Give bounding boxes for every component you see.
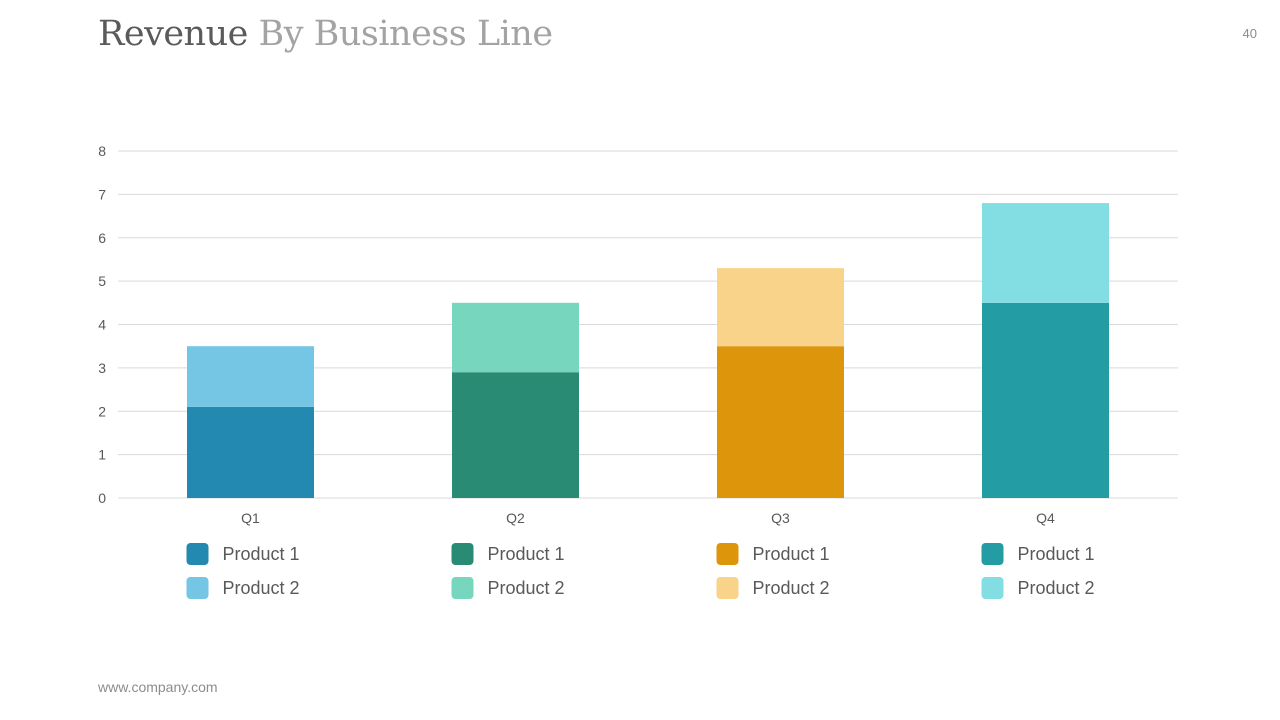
y-tick-label: 4 bbox=[98, 317, 106, 333]
slide-title: Revenue By Business Line bbox=[98, 14, 553, 54]
legend-swatch bbox=[716, 543, 739, 565]
title-main: Revenue bbox=[98, 14, 248, 54]
bar-q3-series-2 bbox=[717, 268, 844, 347]
legend-label: Product 1 bbox=[1018, 544, 1095, 564]
legend-label: Product 2 bbox=[1018, 578, 1095, 598]
legend-swatch bbox=[451, 577, 474, 599]
bar-q1-series-2 bbox=[187, 346, 314, 407]
x-tick-label: Q3 bbox=[771, 510, 790, 526]
y-tick-label: 8 bbox=[98, 143, 106, 159]
y-tick-label: 7 bbox=[98, 186, 106, 202]
legend-label: Product 1 bbox=[488, 544, 565, 564]
legend-swatch bbox=[981, 543, 1004, 565]
y-tick-label: 2 bbox=[98, 403, 106, 419]
bar-q4-series-2 bbox=[982, 203, 1109, 303]
legend-label: Product 1 bbox=[223, 544, 300, 564]
y-tick-label: 6 bbox=[98, 230, 106, 246]
footer-url: www.company.com bbox=[98, 679, 218, 695]
legend-label: Product 1 bbox=[753, 544, 830, 564]
legend-swatch bbox=[186, 577, 209, 599]
legend-swatch bbox=[716, 577, 739, 599]
bar-q3-series-1 bbox=[717, 346, 844, 498]
bar-q4-series-1 bbox=[982, 302, 1109, 498]
bar-q1-series-1 bbox=[187, 406, 314, 498]
x-tick-label: Q4 bbox=[1036, 510, 1055, 526]
page-number: 40 bbox=[1242, 26, 1257, 41]
legend-swatch bbox=[981, 577, 1004, 599]
legend-label: Product 2 bbox=[223, 578, 300, 598]
y-tick-label: 0 bbox=[98, 490, 106, 506]
title-rest: By Business Line bbox=[258, 14, 554, 54]
y-tick-label: 5 bbox=[98, 273, 106, 289]
bar-q2-series-1 bbox=[452, 372, 579, 498]
x-tick-label: Q1 bbox=[241, 510, 260, 526]
legend-label: Product 2 bbox=[753, 578, 830, 598]
y-tick-label: 1 bbox=[98, 447, 106, 463]
y-tick-label: 3 bbox=[98, 360, 106, 376]
legend-swatch bbox=[186, 543, 209, 565]
bar-q2-series-2 bbox=[452, 302, 579, 373]
legend-label: Product 2 bbox=[488, 578, 565, 598]
x-tick-label: Q2 bbox=[506, 510, 525, 526]
legend-swatch bbox=[451, 543, 474, 565]
